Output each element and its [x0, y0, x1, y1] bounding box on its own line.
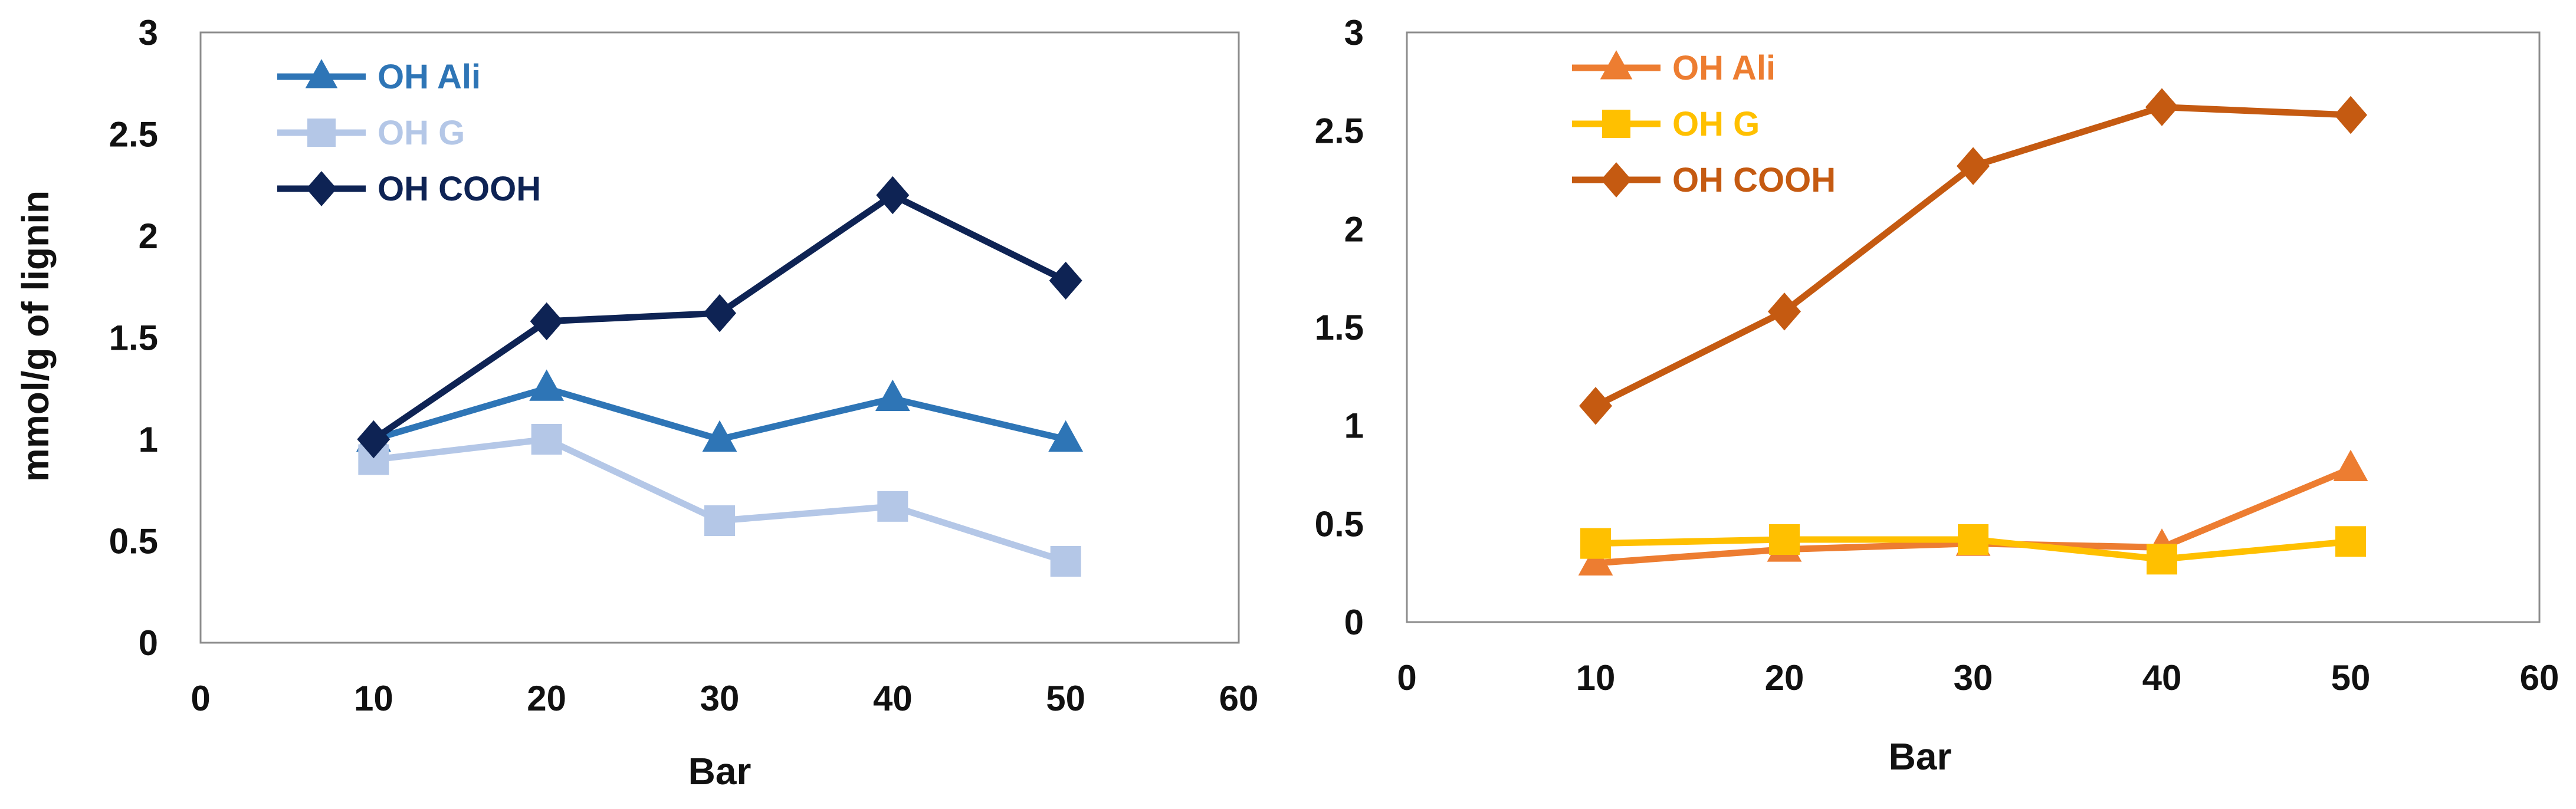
right-chart-legend: OH Ali OH G OH COOH	[1572, 49, 1836, 199]
right-chart-legend-item-oh-g: OH G	[1572, 105, 1760, 143]
left-chart-oh-cooh-point-3	[876, 176, 910, 215]
left-chart-y-tick-label: 1.5	[109, 318, 158, 358]
left-chart-y-tick-label: 1	[139, 420, 158, 459]
left-chart-y-axis-title: mmol/g of lignin	[14, 190, 57, 482]
left-chart-oh-cooh-point-2	[703, 294, 736, 333]
left-chart-x-tick-label: 60	[1219, 679, 1259, 718]
left-chart-series-oh-g	[358, 424, 1081, 577]
left-chart-oh-ali-point-1	[529, 369, 565, 401]
right-chart-x-tick-label: 0	[1397, 658, 1416, 698]
right-chart-oh-g-point-1	[1769, 524, 1800, 555]
left-chart-y-tick-label: 3	[139, 13, 158, 52]
right-chart-series-oh-g	[1580, 524, 2366, 575]
right-chart-y-tick-label: 0.5	[1315, 504, 1364, 544]
left-chart: 0 10 20 30 40 50 60 0 0.5 1 1.5 2 2.5 3 Bar mmol/g of l…	[14, 13, 1258, 792]
left-chart-oh-ali-point-2	[702, 420, 737, 452]
right-chart-y-tick-label: 3	[1344, 13, 1364, 52]
right-chart-y-tick-label: 2	[1344, 209, 1364, 249]
left-chart-legend-item-oh-ali: OH Ali	[277, 58, 481, 96]
left-chart-oh-ali-point-legend	[305, 59, 338, 88]
right-chart-oh-g-point-4	[2335, 526, 2366, 557]
right-chart-oh-ali-point-4	[2333, 449, 2368, 481]
right-chart-x-tick-label: 50	[2331, 658, 2371, 698]
right-chart-y-tick-label: 1.5	[1315, 308, 1364, 347]
right-chart-oh-cooh-point-2	[1957, 147, 1990, 185]
right-chart-x-axis-title: Bar	[1889, 735, 1952, 778]
left-chart-oh-ali-point-4	[1048, 420, 1084, 452]
left-chart-legend-label: OH COOH	[378, 170, 541, 208]
right-chart-oh-g-point-legend	[1602, 110, 1630, 138]
left-chart-oh-g-point-4	[1050, 546, 1081, 577]
left-chart-legend-label: OH G	[378, 114, 465, 152]
right-chart-legend-label: OH COOH	[1672, 161, 1836, 199]
left-chart-x-tick-label: 10	[354, 679, 393, 718]
left-chart-series-oh-cooh	[357, 176, 1082, 459]
left-chart-legend-item-oh-g: OH G	[277, 114, 465, 152]
right-chart-oh-cooh-point-legend	[1601, 162, 1632, 198]
right-chart-legend-item-oh-cooh: OH COOH	[1572, 161, 1836, 199]
left-chart-y-tick-label: 2.5	[109, 115, 158, 154]
left-chart-oh-cooh-point-4	[1049, 261, 1082, 300]
left-chart-legend: OH Ali OH G OH COOH	[277, 58, 541, 208]
left-chart-oh-g-point-legend	[307, 119, 336, 147]
left-chart-y-tick-label: 0	[139, 623, 158, 663]
left-chart-y-tick-label: 2	[139, 216, 158, 256]
left-chart-x-tick-label: 40	[873, 679, 913, 718]
left-chart-plot-area	[199, 31, 1240, 644]
right-chart-y-tick-label: 1	[1344, 406, 1364, 446]
left-chart-legend-item-oh-cooh: OH COOH	[277, 170, 541, 208]
left-chart-x-axis-title: Bar	[688, 750, 752, 792]
right-chart-x-tick-label: 30	[1954, 658, 1993, 698]
right-chart-y-tick-label: 0	[1344, 603, 1364, 642]
right-chart-x-tick-label: 10	[1576, 658, 1616, 698]
right-chart-oh-g-point-3	[2147, 544, 2177, 575]
left-chart-oh-g-point-3	[877, 491, 908, 522]
right-chart-oh-ali-point-legend	[1600, 50, 1633, 80]
left-chart-x-tick-label: 30	[700, 679, 740, 718]
left-chart-legend-label: OH Ali	[378, 58, 481, 96]
right-chart-x-tick-label: 20	[1765, 658, 1804, 698]
right-chart-y-tick-label: 2.5	[1315, 111, 1364, 151]
left-chart-oh-g-point-1	[531, 424, 562, 455]
right-chart-oh-cooh-point-1	[1768, 292, 1801, 331]
right-chart-series-oh-cooh	[1579, 88, 2367, 425]
right-chart-legend-label: OH G	[1672, 105, 1760, 143]
right-chart-x-tick-label: 60	[2520, 658, 2559, 698]
left-chart-x-tick-label: 20	[527, 679, 566, 718]
left-chart-oh-cooh-point-0	[357, 420, 390, 459]
left-chart-oh-ali-point-3	[875, 379, 910, 411]
right-chart-plot-area	[1406, 31, 2541, 623]
left-chart-y-tick-label: 0.5	[109, 522, 158, 561]
right-chart-legend-item-oh-ali: OH Ali	[1572, 49, 1776, 87]
left-chart-oh-cooh-point-legend	[306, 171, 337, 206]
left-chart-oh-g-point-2	[704, 505, 735, 536]
right-chart-oh-ali-point-0	[1578, 544, 1613, 575]
right-chart-oh-cooh-point-4	[2334, 96, 2367, 134]
left-chart-oh-cooh-point-1	[530, 302, 563, 341]
left-chart-x-tick-label: 0	[191, 679, 210, 718]
right-chart-oh-g-point-0	[1580, 528, 1611, 559]
right-chart-oh-cooh-point-0	[1579, 387, 1612, 425]
right-chart-oh-g-point-2	[1958, 524, 1988, 555]
right-chart-oh-cooh-point-3	[2145, 88, 2178, 126]
right-chart-x-tick-label: 40	[2142, 658, 2182, 698]
right-chart-legend-label: OH Ali	[1672, 49, 1776, 87]
left-chart-x-tick-label: 50	[1046, 679, 1085, 718]
